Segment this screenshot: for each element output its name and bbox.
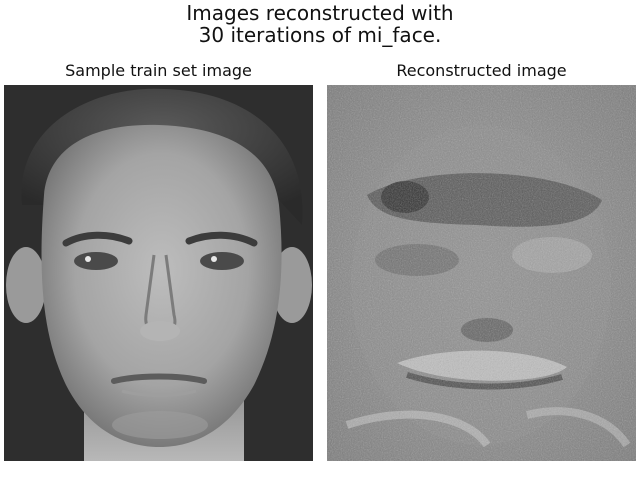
panel-title-train: Sample train set image <box>65 61 252 80</box>
train-face-drawing <box>4 85 313 461</box>
figure-title-line-2: 30 iterations of mi_face. <box>198 23 442 47</box>
figure-title: Images reconstructed with 30 iterations … <box>0 2 640 46</box>
figure-title-line-1: Images reconstructed with <box>186 1 454 25</box>
train-face-image <box>4 85 313 461</box>
reconstructed-face-drawing <box>327 85 636 461</box>
reconstructed-face-image <box>327 85 636 461</box>
panel-title-reconstructed: Reconstructed image <box>396 61 567 80</box>
